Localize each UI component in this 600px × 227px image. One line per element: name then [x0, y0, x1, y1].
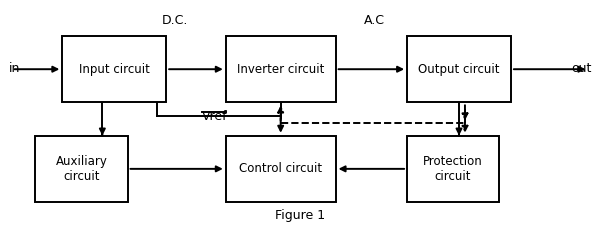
Bar	[226, 136, 335, 202]
Text: out: out	[571, 62, 591, 75]
Bar	[407, 36, 511, 102]
Text: Input circuit: Input circuit	[79, 63, 149, 76]
Bar	[35, 136, 128, 202]
Text: Vref: Vref	[202, 111, 227, 123]
Text: Auxiliary
circuit: Auxiliary circuit	[56, 155, 107, 183]
Bar	[407, 136, 499, 202]
Text: D.C.: D.C.	[162, 14, 188, 27]
Bar	[226, 36, 335, 102]
Text: Figure 1: Figure 1	[275, 209, 325, 222]
Text: Output circuit: Output circuit	[418, 63, 500, 76]
Text: Inverter circuit: Inverter circuit	[237, 63, 325, 76]
Text: A.C: A.C	[364, 14, 385, 27]
Bar	[62, 36, 166, 102]
Text: Control circuit: Control circuit	[239, 162, 322, 175]
Text: Protection
circuit: Protection circuit	[423, 155, 483, 183]
Text: in: in	[9, 62, 20, 75]
